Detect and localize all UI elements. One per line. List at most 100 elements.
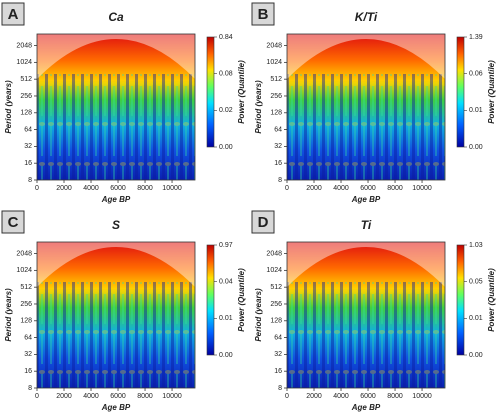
x-tick-label: 2000 bbox=[306, 393, 322, 400]
colorbar-tick-label: 0.01 bbox=[469, 107, 483, 114]
x-tick-label: 8000 bbox=[387, 185, 403, 192]
colorbar-label: Power (Quantile) bbox=[487, 268, 496, 332]
x-tick-label: 10000 bbox=[412, 185, 432, 192]
colorbar-tick-label: 0.08 bbox=[219, 71, 233, 78]
x-tick-label: 10000 bbox=[162, 393, 182, 400]
x-axis-label: Age BP bbox=[351, 403, 381, 412]
plot-frame bbox=[286, 33, 446, 181]
y-tick-label: 8 bbox=[28, 177, 32, 184]
colorbar-tick-label: 0.00 bbox=[219, 144, 233, 151]
y-tick-label: 256 bbox=[20, 93, 32, 100]
spectrum-texture bbox=[287, 74, 445, 180]
y-tick-label: 128 bbox=[20, 110, 32, 117]
y-tick-label: 64 bbox=[24, 126, 32, 133]
x-tick-label: 6000 bbox=[360, 185, 376, 192]
y-tick-label: 32 bbox=[274, 351, 282, 358]
y-tick-label: 512 bbox=[270, 76, 282, 83]
panel-label: A bbox=[8, 6, 19, 23]
y-axis-label: Period (years) bbox=[254, 80, 263, 134]
panel-label: D bbox=[258, 214, 269, 231]
x-tick-label: 8000 bbox=[387, 393, 403, 400]
y-tick-label: 512 bbox=[270, 284, 282, 291]
x-tick-label: 8000 bbox=[137, 393, 153, 400]
colorbar-tick-label: 0.00 bbox=[469, 144, 483, 151]
colorbar-tick-label: 0.05 bbox=[469, 279, 483, 286]
y-tick-label: 1024 bbox=[266, 59, 282, 66]
y-axis-label: Period (years) bbox=[254, 288, 263, 342]
y-tick-label: 8 bbox=[28, 385, 32, 392]
colorbar-tick-label: 0.02 bbox=[219, 107, 233, 114]
x-tick-label: 6000 bbox=[110, 185, 126, 192]
y-tick-label: 2048 bbox=[16, 250, 32, 257]
y-tick-label: 32 bbox=[24, 351, 32, 358]
colorbar bbox=[456, 244, 465, 356]
panel-badge bbox=[251, 210, 275, 234]
panel-label: C bbox=[8, 214, 19, 231]
y-axis-label: Period (years) bbox=[4, 80, 13, 134]
y-tick-label: 1024 bbox=[16, 267, 32, 274]
chart-title: Ca bbox=[108, 10, 124, 24]
x-tick-label: 4000 bbox=[83, 393, 99, 400]
x-tick-label: 0 bbox=[35, 393, 39, 400]
x-axis-label: Age BP bbox=[351, 195, 381, 204]
colorbar-tick-label: 0.04 bbox=[219, 279, 233, 286]
y-axis-label: Period (years) bbox=[4, 288, 13, 342]
colorbar-tick-label: 0.84 bbox=[219, 34, 233, 41]
y-tick-label: 32 bbox=[274, 143, 282, 150]
y-tick-label: 256 bbox=[270, 301, 282, 308]
y-tick-label: 128 bbox=[270, 110, 282, 117]
y-tick-label: 1024 bbox=[16, 59, 32, 66]
y-tick-label: 128 bbox=[270, 318, 282, 325]
panel: C S 8 16 32 64 128 256 512 1024 2048 0 2000 4000 6000 8… bbox=[1, 210, 246, 412]
colorbar-tick-label: 0.00 bbox=[469, 352, 483, 359]
colorbar bbox=[206, 244, 215, 356]
cone-of-influence bbox=[37, 34, 195, 79]
y-tick-label: 2048 bbox=[266, 250, 282, 257]
chart-title: S bbox=[112, 218, 120, 232]
colorbar-tick-label: 1.39 bbox=[469, 34, 483, 41]
x-tick-label: 10000 bbox=[162, 185, 182, 192]
x-axis-label: Age BP bbox=[101, 195, 131, 204]
panel-label: B bbox=[258, 6, 269, 23]
panel: A Ca 8 16 32 64 128 256 512 1024 2048 0 2000 4000 6000… bbox=[1, 2, 246, 204]
y-tick-label: 8 bbox=[278, 177, 282, 184]
cone-of-influence bbox=[287, 34, 445, 79]
y-tick-label: 64 bbox=[274, 126, 282, 133]
y-tick-label: 256 bbox=[20, 301, 32, 308]
x-tick-label: 4000 bbox=[83, 185, 99, 192]
x-tick-label: 0 bbox=[285, 185, 289, 192]
y-tick-label: 128 bbox=[20, 318, 32, 325]
x-tick-label: 4000 bbox=[333, 393, 349, 400]
panel-badge bbox=[1, 2, 25, 26]
cone-of-influence bbox=[287, 242, 445, 287]
y-tick-label: 16 bbox=[274, 368, 282, 375]
y-tick-label: 64 bbox=[274, 334, 282, 341]
y-tick-label: 32 bbox=[24, 143, 32, 150]
chart-title: K/Ti bbox=[355, 10, 378, 24]
spectrum-texture bbox=[37, 282, 195, 388]
y-tick-label: 16 bbox=[24, 160, 32, 167]
cone-of-influence bbox=[37, 242, 195, 287]
colorbar-label: Power (Quantile) bbox=[487, 60, 496, 124]
panel: D Ti 8 16 32 64 128 256 512 1024 2048 0 2000 4000 6000… bbox=[251, 210, 496, 412]
y-tick-label: 512 bbox=[20, 284, 32, 291]
x-tick-label: 2000 bbox=[56, 393, 72, 400]
x-tick-label: 2000 bbox=[56, 185, 72, 192]
chart-title: Ti bbox=[361, 218, 372, 232]
y-tick-label: 256 bbox=[270, 93, 282, 100]
y-tick-label: 16 bbox=[274, 160, 282, 167]
colorbar bbox=[456, 36, 465, 148]
plot-frame bbox=[36, 33, 196, 181]
spectrum-texture bbox=[287, 282, 445, 388]
x-tick-label: 0 bbox=[285, 393, 289, 400]
x-tick-label: 0 bbox=[35, 185, 39, 192]
x-tick-label: 6000 bbox=[110, 393, 126, 400]
y-tick-label: 16 bbox=[24, 368, 32, 375]
panel: B K/Ti 8 16 32 64 128 256 512 1024 2048 0 2000 4000 60… bbox=[251, 2, 496, 204]
y-tick-label: 1024 bbox=[266, 267, 282, 274]
x-tick-label: 2000 bbox=[306, 185, 322, 192]
colorbar-tick-label: 1.03 bbox=[469, 242, 483, 249]
panel-badge bbox=[251, 2, 275, 26]
y-tick-label: 64 bbox=[24, 334, 32, 341]
